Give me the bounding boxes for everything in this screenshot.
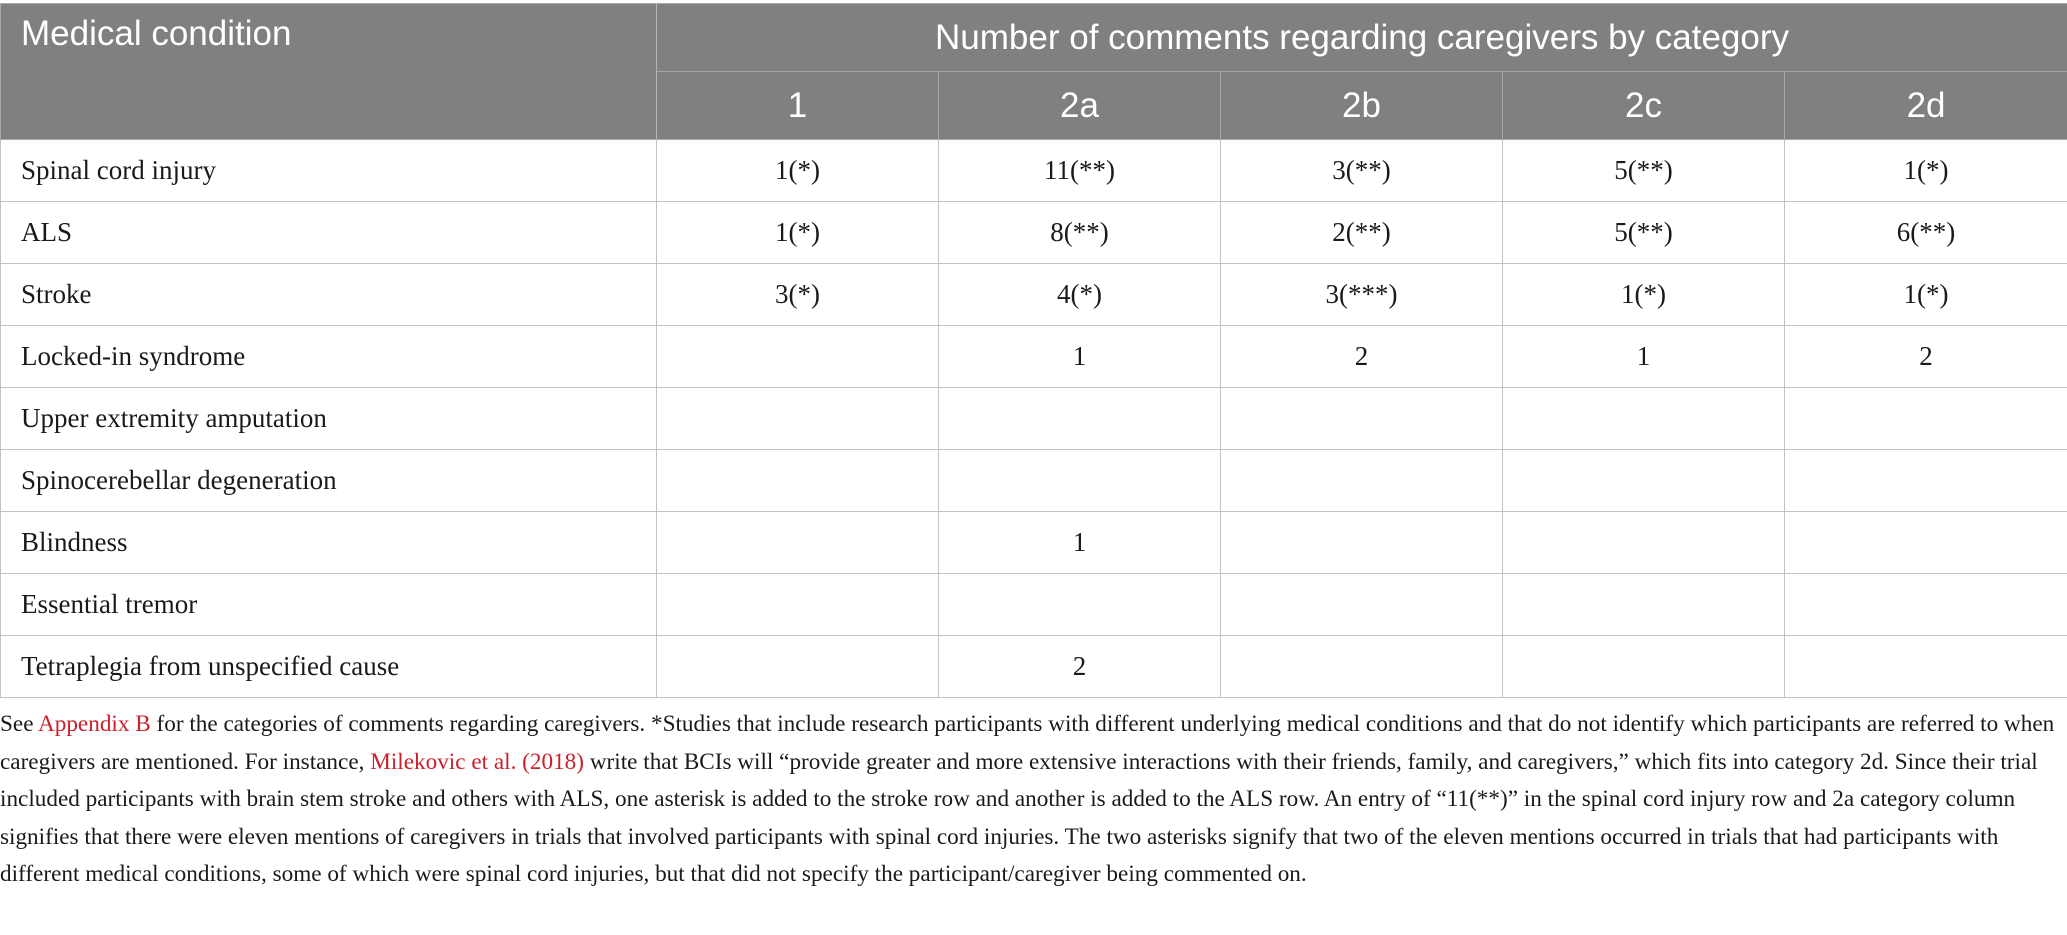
count-cell-2b xyxy=(1220,511,1503,574)
count-cell-2b xyxy=(1220,387,1503,450)
count-cell-2d: 1(*) xyxy=(1783,139,2067,202)
count-cell-2a: 1 xyxy=(938,511,1221,574)
count-cell-2b: 2 xyxy=(1220,325,1503,388)
count-cell-1 xyxy=(656,511,939,574)
count-cell-2c: 1 xyxy=(1502,325,1785,388)
table-row: ALS 1(*) 8(**) 2(**) 5(**) 6(**) xyxy=(0,201,2067,264)
count-cell-2c xyxy=(1502,573,1785,636)
count-cell-2c xyxy=(1502,635,1785,698)
table-footnote: See Appendix B for the categories of com… xyxy=(0,706,2062,894)
count-cell-2b xyxy=(1220,449,1503,512)
count-cell-2c xyxy=(1502,511,1785,574)
count-cell-2a: 11(**) xyxy=(938,139,1221,202)
category-header-2a: 2a xyxy=(938,71,1221,140)
condition-cell: Spinal cord injury xyxy=(0,139,657,202)
category-group-header: Number of comments regarding caregivers … xyxy=(655,3,2067,72)
condition-cell: Blindness xyxy=(0,511,657,574)
table-row: Essential tremor xyxy=(0,573,2067,636)
count-cell-1: 1(*) xyxy=(656,201,939,264)
condition-cell: Stroke xyxy=(0,263,657,326)
count-cell-2a: 8(**) xyxy=(938,201,1221,264)
count-cell-2b xyxy=(1220,635,1503,698)
count-cell-2c xyxy=(1502,387,1785,450)
condition-cell: Essential tremor xyxy=(0,573,657,636)
count-cell-2c: 5(**) xyxy=(1502,139,1785,202)
count-cell-2c xyxy=(1502,449,1785,512)
count-cell-1 xyxy=(656,573,939,636)
count-cell-2d xyxy=(1783,449,2067,512)
table-row: Locked-in syndrome 1 2 1 2 xyxy=(0,325,2067,388)
table-row: Upper extremity amputation xyxy=(0,387,2067,450)
category-header-2b: 2b xyxy=(1220,71,1503,140)
appendix-b-link[interactable]: Appendix B xyxy=(38,711,151,737)
category-header-1: 1 xyxy=(656,71,939,140)
count-cell-2a: 2 xyxy=(938,635,1221,698)
table-body: Spinal cord injury 1(*) 11(**) 3(**) 5(**) 1(… xyxy=(0,139,2067,698)
count-cell-1 xyxy=(656,449,939,512)
medical-condition-header: Medical condition xyxy=(0,3,657,140)
condition-cell: Spinocerebellar degeneration xyxy=(0,449,657,512)
milekovic-citation-link[interactable]: Milekovic et al. (2018) xyxy=(370,748,585,775)
caregiver-comments-table-container: Medical condition Number of comments reg… xyxy=(0,3,2067,698)
count-cell-2a: 4(*) xyxy=(938,263,1221,326)
count-cell-2b: 3(**) xyxy=(1220,139,1503,202)
condition-cell: Upper extremity amputation xyxy=(0,387,657,450)
count-cell-2a xyxy=(938,573,1221,636)
count-cell-1 xyxy=(656,387,939,450)
count-cell-2a xyxy=(938,387,1221,450)
count-cell-2a: 1 xyxy=(938,325,1221,388)
count-cell-2c: 1(*) xyxy=(1502,263,1785,326)
condition-cell: Locked-in syndrome xyxy=(0,325,657,388)
footnote-text-1: See xyxy=(0,711,38,737)
count-cell-1: 3(*) xyxy=(656,263,939,326)
count-cell-2a xyxy=(938,449,1221,512)
count-cell-2b: 2(**) xyxy=(1220,201,1503,264)
table-row: Blindness 1 xyxy=(0,511,2067,574)
count-cell-2d xyxy=(1783,511,2067,574)
count-cell-2b: 3(***) xyxy=(1220,263,1503,326)
table-row: Spinal cord injury 1(*) 11(**) 3(**) 5(**) 1(… xyxy=(0,139,2067,202)
table-row: Spinocerebellar degeneration xyxy=(0,449,2067,512)
table-header: Medical condition Number of comments reg… xyxy=(0,3,2067,140)
count-cell-2d xyxy=(1783,635,2067,698)
count-cell-2d xyxy=(1783,387,2067,450)
count-cell-2d: 6(**) xyxy=(1783,201,2067,264)
table-row: Stroke 3(*) 4(*) 3(***) 1(*) 1(*) xyxy=(0,263,2067,326)
condition-cell: Tetraplegia from unspecified cause xyxy=(0,635,657,698)
count-cell-2d: 1(*) xyxy=(1783,263,2067,326)
condition-cell: ALS xyxy=(0,201,657,264)
count-cell-1: 1(*) xyxy=(656,139,939,202)
count-cell-1 xyxy=(656,635,939,698)
count-cell-2c: 5(**) xyxy=(1502,201,1785,264)
count-cell-2d: 2 xyxy=(1783,325,2067,388)
count-cell-2d xyxy=(1783,573,2067,636)
category-header-2c: 2c xyxy=(1502,71,1785,140)
footnote-text-2: for the categories of comments regarding… xyxy=(0,711,2055,775)
footnote-text-3: write that BCIs will “provide greater an… xyxy=(0,748,2038,888)
category-header-2d: 2d xyxy=(1783,71,2067,140)
caregiver-comments-table: Medical condition Number of comments reg… xyxy=(0,3,2067,698)
count-cell-1 xyxy=(656,325,939,388)
count-cell-2b xyxy=(1220,573,1503,636)
table-row: Tetraplegia from unspecified cause 2 xyxy=(0,635,2067,698)
